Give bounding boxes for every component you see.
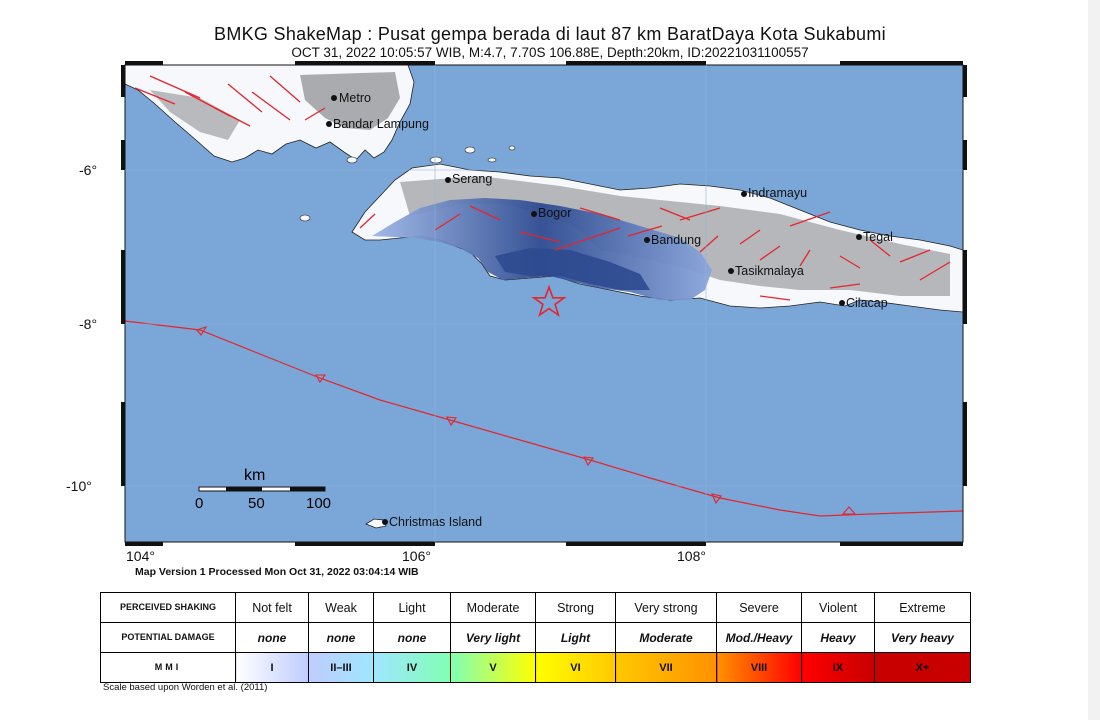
legend-damage-cell: Very light bbox=[450, 622, 536, 653]
city-label-serang: Serang bbox=[452, 172, 492, 186]
city-label-christmas-island: Christmas Island bbox=[389, 515, 482, 529]
lon-tick-label: 104° bbox=[126, 548, 155, 564]
map-title: BMKG ShakeMap : Pusat gempa berada di la… bbox=[214, 24, 886, 44]
legend-shaking-cell: Violent bbox=[801, 592, 875, 623]
legend-mmi-cell: X+ bbox=[874, 652, 971, 683]
map-border-ticks bbox=[121, 61, 967, 546]
legend-damage-cell: none bbox=[308, 622, 374, 653]
legend-shaking-cell: Extreme bbox=[874, 592, 971, 623]
legend-row-label: POTENTIAL DAMAGE bbox=[100, 622, 236, 653]
fault-lines bbox=[134, 75, 951, 301]
city-dot-indramayu bbox=[741, 191, 747, 197]
city-dot-metro bbox=[331, 95, 337, 101]
island bbox=[487, 157, 497, 163]
city-dot-tasikmalaya bbox=[728, 268, 734, 274]
legend-mmi-cell: I bbox=[235, 652, 309, 683]
subduction-trench bbox=[124, 320, 964, 517]
page-edge bbox=[1088, 0, 1100, 720]
scale-bar: km 0 50 100 bbox=[195, 467, 331, 512]
city-label-cilacap: Cilacap bbox=[846, 296, 888, 310]
city-dot-serang bbox=[445, 177, 451, 183]
lat-tick-label: -10° bbox=[66, 478, 92, 494]
city-dot-cilacap bbox=[839, 300, 845, 306]
legend-damage-cell: none bbox=[373, 622, 451, 653]
lon-tick-label: 106° bbox=[402, 548, 431, 564]
legend-mmi-cell: VI bbox=[535, 652, 616, 683]
lon-tick-label: 108° bbox=[677, 548, 706, 564]
legend-mmi-cell: VII bbox=[615, 652, 717, 683]
city-dot-bogor bbox=[531, 211, 537, 217]
city-label-metro: Metro bbox=[339, 91, 371, 105]
map-version-note: Map Version 1 Processed Mon Oct 31, 2022… bbox=[135, 566, 419, 578]
city-label-indramayu: Indramayu bbox=[748, 186, 807, 200]
legend-shaking-cell: Strong bbox=[535, 592, 616, 623]
lat-tick-label: -6° bbox=[79, 162, 97, 178]
city-dot-christmas-island bbox=[382, 519, 388, 525]
legend-row-label: PERCEIVED SHAKING bbox=[100, 592, 236, 623]
scale-bar-tick-0: 0 bbox=[195, 495, 203, 512]
legend-mmi-cell: V bbox=[450, 652, 536, 683]
island bbox=[346, 156, 358, 164]
legend-shaking-cell: Not felt bbox=[235, 592, 309, 623]
island bbox=[299, 214, 311, 222]
lampung-urban-area bbox=[300, 72, 400, 130]
shakemap: Metro Bandar Lampung Serang Bogor Indram… bbox=[66, 61, 967, 564]
island bbox=[464, 146, 476, 154]
island bbox=[429, 156, 443, 164]
legend-damage-cell: Very heavy bbox=[874, 622, 971, 653]
city-markers bbox=[326, 95, 862, 525]
scale-bar-tick-100: 100 bbox=[306, 495, 331, 512]
legend-shaking-cell: Moderate bbox=[450, 592, 536, 623]
legend-shaking-cell: Light bbox=[373, 592, 451, 623]
legend-damage-cell: Heavy bbox=[801, 622, 875, 653]
city-dot-tegal bbox=[856, 234, 862, 240]
legend-mmi-cell: IX bbox=[801, 652, 875, 683]
island bbox=[508, 145, 516, 151]
legend-damage-cell: none bbox=[235, 622, 309, 653]
lat-tick-label: -8° bbox=[79, 316, 97, 332]
legend-mmi-cell: IV bbox=[373, 652, 451, 683]
legend-damage-cell: Light bbox=[535, 622, 616, 653]
legend-mmi-cell: VIII bbox=[716, 652, 802, 683]
city-label-bandar-lampung: Bandar Lampung bbox=[333, 117, 429, 131]
city-dot-bandar-lampung bbox=[326, 121, 332, 127]
scale-bar-unit: km bbox=[244, 467, 265, 484]
legend-row-mmi: MMI I II–III IV V VI VII VIII IX X+ bbox=[100, 652, 971, 683]
legend-shaking-cell: Severe bbox=[716, 592, 802, 623]
map-subtitle: OCT 31, 2022 10:05:57 WIB, M:4.7, 7.70S … bbox=[291, 45, 809, 60]
legend-damage-cell: Moderate bbox=[615, 622, 717, 653]
shaking-intensity-core bbox=[495, 248, 650, 290]
city-label-tegal: Tegal bbox=[863, 230, 893, 244]
legend-mmi-cell: II–III bbox=[308, 652, 374, 683]
legend-shaking-cell: Weak bbox=[308, 592, 374, 623]
trench-teeth bbox=[196, 325, 857, 515]
legend-row-label: MMI bbox=[100, 652, 236, 683]
city-label-bandung: Bandung bbox=[651, 233, 701, 247]
city-label-bogor: Bogor bbox=[538, 206, 571, 220]
city-label-tasikmalaya: Tasikmalaya bbox=[735, 264, 804, 278]
legend-row-damage: POTENTIAL DAMAGE none none none Very light L… bbox=[100, 622, 971, 653]
legend-damage-cell: Mod./Heavy bbox=[716, 622, 802, 653]
scale-bar-tick-50: 50 bbox=[248, 495, 265, 512]
epicenter-star bbox=[531, 284, 567, 317]
legend-row-shaking: PERCEIVED SHAKING Not felt Weak Light Moder… bbox=[100, 592, 971, 623]
graticule bbox=[125, 65, 963, 542]
mmi-legend: PERCEIVED SHAKING Not felt Weak Light Moder… bbox=[100, 592, 971, 683]
legend-shaking-cell: Very strong bbox=[615, 592, 717, 623]
city-dot-bandung bbox=[644, 237, 650, 243]
scale-note: Scale based upon Worden et al. (2011) bbox=[103, 682, 268, 693]
